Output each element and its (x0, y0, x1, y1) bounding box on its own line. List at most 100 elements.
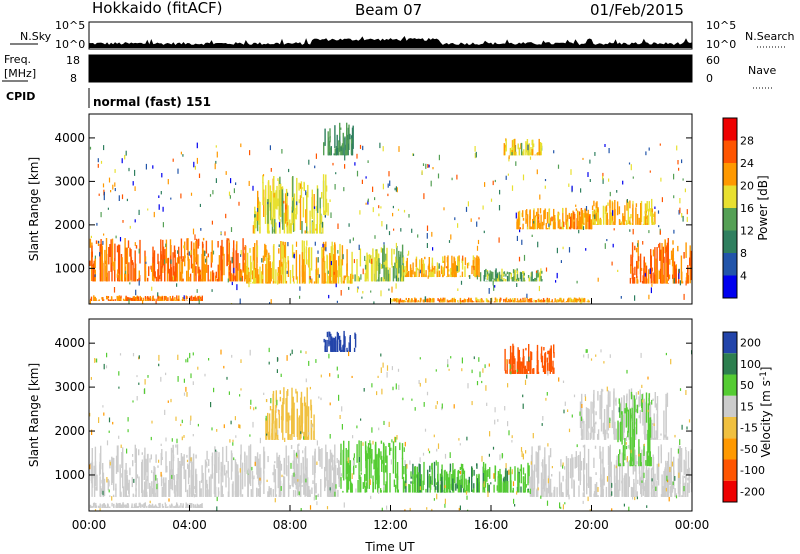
data-cell (152, 256, 154, 266)
data-cell (313, 194, 315, 210)
data-cell (383, 456, 385, 486)
data-cell (108, 299, 110, 301)
data-cell (215, 449, 217, 452)
data-cell (482, 466, 484, 490)
data-cell (669, 469, 671, 485)
data-cell (618, 398, 620, 404)
data-cell (202, 237, 205, 241)
data-cell (178, 295, 180, 300)
data-cell (117, 269, 119, 275)
data-cell (324, 243, 326, 251)
data-cell (230, 178, 232, 184)
data-cell (337, 333, 339, 345)
data-cell (562, 207, 564, 214)
data-cell (106, 275, 108, 282)
data-cell (442, 256, 444, 263)
data-cell (663, 256, 665, 284)
data-cell (294, 474, 297, 486)
data-cell (377, 375, 379, 378)
data-cell (139, 299, 141, 301)
data-cell (284, 241, 286, 264)
data-cell (145, 261, 147, 264)
data-cell (406, 272, 409, 277)
data-cell (161, 296, 163, 300)
data-cell (433, 269, 435, 277)
data-cell (582, 298, 584, 303)
data-cell (386, 224, 388, 230)
data-cell (484, 364, 486, 369)
data-cell (608, 178, 610, 182)
data-cell (674, 489, 676, 497)
data-cell (262, 255, 265, 263)
data-cell (507, 482, 509, 493)
data-cell (537, 301, 539, 303)
data-cell (146, 459, 148, 473)
data-cell (562, 464, 564, 469)
data-cell (509, 369, 511, 374)
data-cell (295, 452, 298, 457)
data-cell (266, 249, 268, 255)
data-cell (102, 240, 104, 245)
data-cell (263, 392, 265, 395)
data-cell (595, 354, 597, 357)
data-cell (132, 460, 134, 467)
beam-label: Beam 07 (355, 1, 422, 19)
data-cell (240, 277, 242, 281)
data-cell (110, 190, 112, 193)
data-cell (652, 489, 655, 497)
data-cell (466, 436, 468, 441)
data-cell (585, 423, 587, 440)
data-cell (380, 490, 382, 493)
data-cell (282, 483, 285, 497)
data-cell (339, 343, 341, 351)
data-cell (249, 150, 251, 156)
data-cell (95, 465, 97, 468)
data-cell (129, 297, 131, 301)
y-tick-label: 3000 (54, 174, 85, 188)
data-cell (510, 272, 512, 280)
data-cell (329, 459, 331, 483)
data-cell (651, 496, 654, 497)
data-cell (522, 217, 525, 221)
data-cell (216, 279, 219, 282)
data-cell (645, 151, 647, 156)
data-cell (398, 250, 400, 274)
data-cell (334, 184, 336, 190)
data-cell (375, 441, 377, 473)
data-cell (457, 288, 459, 291)
data-cell (134, 169, 136, 176)
data-cell (436, 493, 438, 500)
data-cell (319, 208, 321, 233)
data-cell (248, 282, 250, 288)
data-cell (96, 474, 98, 491)
data-cell (93, 274, 95, 282)
data-cell (173, 276, 175, 282)
data-cell (221, 466, 223, 472)
data-cell (134, 186, 136, 191)
data-cell (688, 467, 690, 493)
data-cell (172, 252, 174, 282)
data-cell (278, 495, 280, 497)
data-cell (666, 242, 669, 277)
data-cell (616, 190, 618, 193)
data-cell (683, 459, 685, 475)
nsky-tick-bottom: 10^0 (55, 38, 85, 51)
data-cell (246, 455, 248, 474)
data-cell (629, 229, 631, 232)
data-cell (660, 444, 662, 455)
data-cell (526, 297, 528, 303)
colorbar-tick-label: 28 (740, 135, 754, 148)
data-cell (473, 301, 475, 303)
data-cell (155, 298, 157, 304)
data-cell (370, 290, 372, 293)
data-cell (114, 270, 116, 282)
data-cell (269, 406, 272, 411)
data-cell (324, 272, 326, 284)
data-cell (508, 469, 510, 475)
data-cell (485, 385, 487, 391)
data-cell (289, 485, 291, 489)
data-cell (157, 269, 159, 282)
data-cell (530, 300, 532, 303)
data-cell (533, 470, 535, 490)
data-cell (522, 223, 524, 230)
